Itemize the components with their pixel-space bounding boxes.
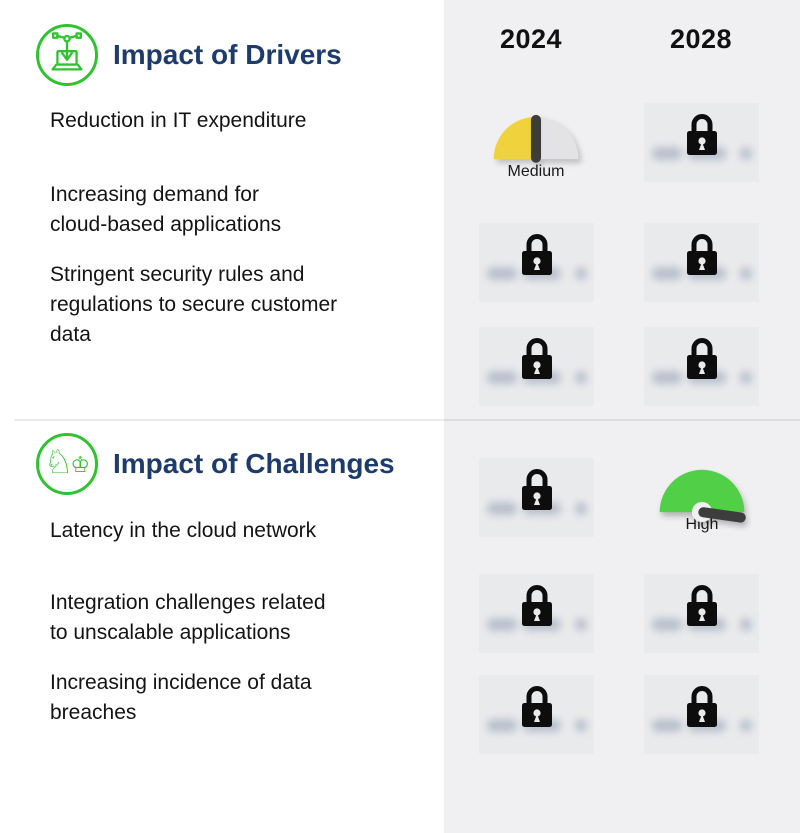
locked-impact-tile[interactable] xyxy=(479,458,594,537)
locked-impact-tile[interactable] xyxy=(479,327,594,406)
locked-impact-tile[interactable] xyxy=(644,223,759,302)
lock-icon xyxy=(521,686,552,727)
gauge-value-label-high: High xyxy=(685,516,719,533)
chess-pieces-icon: ♘ ♔ xyxy=(36,433,98,495)
lock-icon xyxy=(686,338,717,379)
blurred-text-blob xyxy=(652,371,682,384)
blurred-text-blob xyxy=(487,502,517,515)
blurred-text-blob xyxy=(740,147,752,160)
blurred-text-blob xyxy=(740,371,752,384)
year-header-2028: 2028 xyxy=(669,24,733,54)
blurred-text-blob xyxy=(740,618,752,631)
drivers-section-header: Impact of Drivers xyxy=(36,24,342,86)
challenge-label-breaches: Increasing incidence of data breaches xyxy=(50,671,312,724)
challenges-section-header: ♘ ♔ Impact of Challenges xyxy=(36,433,395,495)
locked-impact-tile[interactable] xyxy=(479,675,594,754)
challenge-label-latency: Latency in the cloud network xyxy=(50,519,317,542)
blurred-text-blob xyxy=(487,618,517,631)
year-header-2024: 2024 xyxy=(499,24,563,54)
blurred-text-blob xyxy=(487,371,517,384)
driver-label-cloud-demand: Increasing demand for cloud-based applic… xyxy=(50,183,282,236)
blurred-text-blob xyxy=(575,371,587,384)
challenges-section-title: Impact of Challenges xyxy=(113,448,395,479)
blurred-text-blob xyxy=(487,719,517,732)
blurred-text-blob xyxy=(652,618,682,631)
drivers-section-title: Impact of Drivers xyxy=(113,39,342,70)
section-divider xyxy=(14,419,800,421)
challenge-label-integration: Integration challenges related to unscal… xyxy=(50,591,326,644)
lock-icon xyxy=(686,686,717,727)
chess-knight-glyph: ♘ xyxy=(43,441,74,481)
blurred-text-blob xyxy=(652,719,682,732)
locked-impact-tile[interactable] xyxy=(644,574,759,653)
blurred-text-blob xyxy=(740,719,752,732)
driver-label-security-rules: Stringent security rules and regulations… xyxy=(50,263,338,346)
lock-icon xyxy=(521,585,552,626)
lock-icon xyxy=(686,114,717,155)
blurred-text-blob xyxy=(740,267,752,280)
blurred-text-blob xyxy=(575,502,587,515)
impact-gauge-medium-2024: Medium xyxy=(486,113,586,181)
lock-icon xyxy=(686,234,717,275)
blurred-text-blob xyxy=(575,719,587,732)
chess-king-glyph: ♔ xyxy=(70,452,91,478)
driver-label-it-expenditure: Reduction in IT expenditure xyxy=(50,109,307,132)
lock-icon xyxy=(521,234,552,275)
lock-icon xyxy=(521,338,552,379)
locked-impact-tile[interactable] xyxy=(644,103,759,182)
laptop-network-download-icon xyxy=(36,24,98,86)
blurred-text-blob xyxy=(652,267,682,280)
lock-icon xyxy=(686,585,717,626)
lock-icon xyxy=(521,469,552,510)
locked-impact-tile[interactable] xyxy=(644,675,759,754)
locked-impact-tile[interactable] xyxy=(644,327,759,406)
locked-impact-tile[interactable] xyxy=(479,574,594,653)
locked-impact-tile[interactable] xyxy=(479,223,594,302)
blurred-text-blob xyxy=(487,267,517,280)
gauge-value-label-medium: Medium xyxy=(507,163,565,180)
blurred-text-blob xyxy=(652,147,682,160)
impact-gauge-high-2028: High xyxy=(652,466,752,534)
blurred-text-blob xyxy=(575,618,587,631)
blurred-text-blob xyxy=(575,267,587,280)
